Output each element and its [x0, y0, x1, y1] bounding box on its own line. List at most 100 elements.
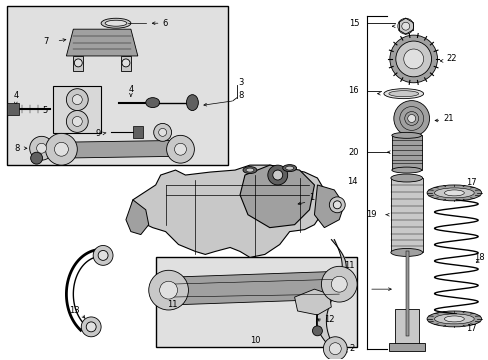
Bar — [394, 309, 418, 347]
Polygon shape — [126, 200, 148, 235]
Text: 7: 7 — [43, 37, 48, 46]
Circle shape — [395, 41, 431, 77]
Text: 22: 22 — [446, 54, 456, 63]
Polygon shape — [73, 56, 83, 71]
Text: 5: 5 — [42, 106, 47, 115]
Ellipse shape — [105, 20, 127, 26]
Circle shape — [148, 270, 188, 310]
Circle shape — [393, 100, 428, 136]
Polygon shape — [240, 165, 314, 228]
Text: 17: 17 — [466, 324, 476, 333]
Ellipse shape — [101, 18, 131, 28]
Circle shape — [267, 165, 287, 185]
Bar — [7, 103, 19, 114]
Circle shape — [401, 22, 409, 30]
Circle shape — [122, 59, 130, 67]
Text: 12: 12 — [324, 315, 334, 324]
Circle shape — [407, 114, 415, 122]
Bar — [390, 178, 422, 252]
Ellipse shape — [388, 91, 418, 96]
Bar — [388, 343, 424, 351]
Circle shape — [66, 111, 88, 132]
Polygon shape — [66, 29, 138, 56]
Circle shape — [174, 143, 186, 155]
Circle shape — [331, 276, 346, 292]
Polygon shape — [314, 185, 344, 228]
Ellipse shape — [383, 89, 423, 99]
Ellipse shape — [391, 167, 421, 173]
Text: 16: 16 — [348, 86, 358, 95]
Ellipse shape — [426, 185, 481, 201]
Ellipse shape — [145, 98, 160, 108]
Text: 11: 11 — [167, 300, 178, 309]
Circle shape — [328, 197, 345, 213]
Polygon shape — [121, 56, 131, 71]
Ellipse shape — [434, 314, 473, 324]
Bar — [53, 86, 101, 133]
Ellipse shape — [391, 132, 421, 138]
Circle shape — [74, 59, 82, 67]
Circle shape — [389, 35, 437, 83]
Text: 10: 10 — [249, 336, 260, 345]
Ellipse shape — [282, 165, 296, 172]
Circle shape — [93, 246, 113, 265]
Ellipse shape — [186, 95, 198, 111]
Polygon shape — [294, 289, 331, 315]
Text: 4: 4 — [128, 85, 133, 94]
Circle shape — [328, 343, 341, 355]
Polygon shape — [131, 165, 324, 257]
Text: 8: 8 — [238, 91, 243, 100]
Text: 19: 19 — [366, 210, 376, 219]
Text: 17: 17 — [466, 179, 476, 188]
Text: 2: 2 — [348, 344, 354, 353]
Text: 18: 18 — [473, 253, 484, 262]
Bar — [133, 126, 142, 138]
Circle shape — [81, 317, 101, 337]
Circle shape — [397, 18, 413, 34]
Ellipse shape — [285, 166, 293, 170]
Circle shape — [98, 251, 108, 260]
Text: 15: 15 — [348, 19, 358, 28]
Circle shape — [54, 142, 68, 156]
Circle shape — [37, 143, 46, 153]
Text: 4: 4 — [13, 91, 19, 100]
Text: 9: 9 — [96, 129, 101, 138]
Circle shape — [86, 322, 96, 332]
Circle shape — [333, 201, 341, 209]
Text: 1: 1 — [309, 193, 314, 202]
Circle shape — [166, 135, 194, 163]
Circle shape — [323, 337, 346, 360]
Text: 20: 20 — [348, 148, 358, 157]
Text: 21: 21 — [443, 114, 453, 123]
Circle shape — [404, 112, 418, 125]
Ellipse shape — [390, 248, 422, 256]
Ellipse shape — [444, 190, 463, 196]
Circle shape — [158, 129, 166, 136]
Circle shape — [160, 281, 177, 299]
Text: 13: 13 — [68, 306, 79, 315]
Text: 6: 6 — [163, 19, 168, 28]
Bar — [391, 135, 421, 170]
Ellipse shape — [243, 167, 256, 174]
Circle shape — [272, 170, 282, 180]
Circle shape — [72, 95, 82, 105]
Ellipse shape — [390, 174, 422, 182]
Circle shape — [403, 49, 423, 69]
Text: 3: 3 — [238, 78, 243, 87]
Circle shape — [321, 266, 356, 302]
Polygon shape — [51, 140, 188, 158]
Circle shape — [30, 136, 53, 160]
Circle shape — [153, 123, 171, 141]
Ellipse shape — [444, 316, 463, 322]
Bar — [155, 257, 356, 347]
Circle shape — [399, 107, 423, 130]
Circle shape — [45, 133, 77, 165]
Text: 11: 11 — [344, 261, 354, 270]
Circle shape — [72, 117, 82, 126]
Circle shape — [312, 326, 322, 336]
Text: 8: 8 — [14, 144, 20, 153]
Ellipse shape — [434, 188, 473, 198]
Ellipse shape — [426, 311, 481, 327]
Text: 14: 14 — [346, 177, 356, 186]
Polygon shape — [161, 271, 344, 305]
